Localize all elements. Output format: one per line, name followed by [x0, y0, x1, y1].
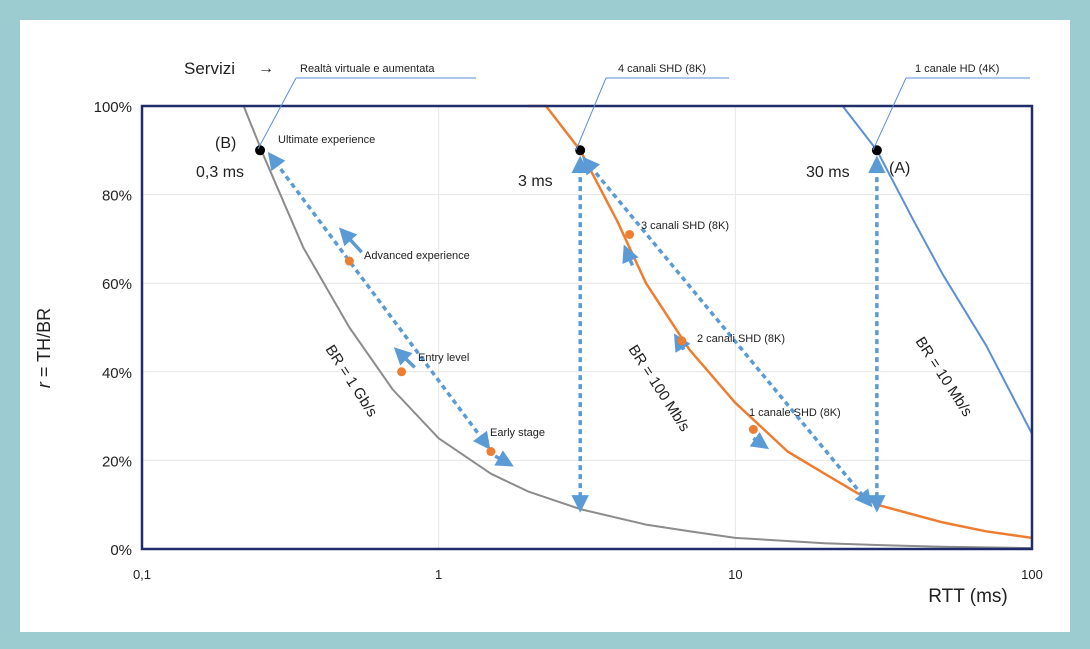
y-tick-label: 80%	[102, 188, 132, 205]
svg-text:BR = 1 Gb/s: BR = 1 Gb/s	[322, 342, 381, 420]
services-label: Servizi	[184, 59, 235, 78]
label-a: (A)	[889, 160, 910, 177]
label-rtt-30: 30 ms	[806, 164, 850, 181]
leader-line-ch4	[575, 77, 607, 151]
point-3	[486, 447, 496, 457]
y-tick-label: 40%	[102, 365, 132, 382]
arrowhead-mid-1	[393, 347, 416, 369]
point-7	[748, 424, 758, 434]
series-line-1	[528, 104, 1033, 540]
point-0	[255, 145, 266, 156]
curve-label-10mb: BR = 10 Mb/s	[912, 334, 976, 420]
y-axis-label-rest: = TH/BR	[34, 308, 54, 382]
arrowhead-mid-0	[339, 227, 363, 254]
y-tick-label: 20%	[102, 453, 132, 470]
label-rtt-03: 0,3 ms	[196, 164, 244, 181]
label-ultimate: Ultimate experience	[278, 134, 375, 146]
label-entry: Entry level	[418, 352, 469, 364]
svg-text:BR = 10 Mb/s: BR = 10 Mb/s	[912, 334, 976, 420]
x-tick-label: 1	[435, 567, 442, 582]
x-tick-label: 100	[1021, 567, 1043, 582]
label-ch1: 1 canale SHD (8K)	[749, 407, 841, 419]
label-b: (B)	[215, 135, 236, 152]
curve-label-1gb: BR = 1 Gb/s	[322, 342, 381, 420]
curve-label-100mb: BR = 100 Mb/s	[625, 342, 694, 435]
y-tick-label: 60%	[102, 276, 132, 293]
hd1-label: 1 canale HD (4K)	[915, 63, 999, 75]
data-points	[255, 145, 882, 457]
arrows	[267, 151, 886, 513]
point-2	[397, 367, 407, 377]
arrowhead-mid-5	[749, 431, 770, 450]
point-1	[344, 256, 354, 266]
axis-ticks: 0% 20% 40% 60% 80% 100% 0,1 1 10 100	[94, 99, 1043, 582]
dashed-arrow-0	[267, 151, 491, 450]
leader-line-hd1	[872, 77, 907, 151]
y-tick-label: 0%	[110, 542, 132, 559]
rtt-throughput-chart: 0% 20% 40% 60% 80% 100% 0,1 1 10 100 RTT (ms) r =…	[34, 59, 1043, 607]
point-5	[625, 229, 635, 239]
dashed-arrow-2	[582, 156, 873, 508]
leader-line-vr	[257, 77, 297, 150]
services-arrow-glyph: →	[258, 60, 274, 77]
plot-area-border	[140, 104, 1034, 551]
svg-text:r = TH/BR: r = TH/BR	[34, 308, 54, 388]
chart-frame: 0% 20% 40% 60% 80% 100% 0,1 1 10 100 RTT (ms) r =…	[20, 20, 1070, 632]
label-advanced: Advanced experience	[364, 250, 470, 262]
point-6	[677, 336, 687, 346]
label-rtt-3: 3 ms	[518, 173, 553, 190]
label-early: Early stage	[490, 427, 545, 439]
arrowhead-mid-3	[622, 244, 639, 267]
label-ch3: 3 canali SHD (8K)	[641, 220, 729, 232]
label-ch2: 2 canali SHD (8K)	[697, 333, 785, 345]
svg-text:BR = 100 Mb/s: BR = 100 Mb/s	[625, 342, 694, 435]
arrowhead-mid-2	[494, 450, 514, 467]
y-axis-label: r = TH/BR	[34, 308, 54, 388]
x-tick-label: 0,1	[133, 567, 151, 582]
point-4	[575, 145, 586, 156]
y-tick-label: 100%	[94, 99, 132, 116]
services-vr-label: Realtà virtuale e aumentata	[300, 63, 435, 75]
series-line-2	[824, 105, 1033, 435]
x-axis-label: RTT (ms)	[928, 586, 1008, 607]
ch4-label: 4 canali SHD (8K)	[618, 63, 706, 75]
y-axis-label-r: r	[34, 381, 54, 388]
point-8	[871, 145, 882, 156]
x-tick-label: 10	[728, 567, 742, 582]
